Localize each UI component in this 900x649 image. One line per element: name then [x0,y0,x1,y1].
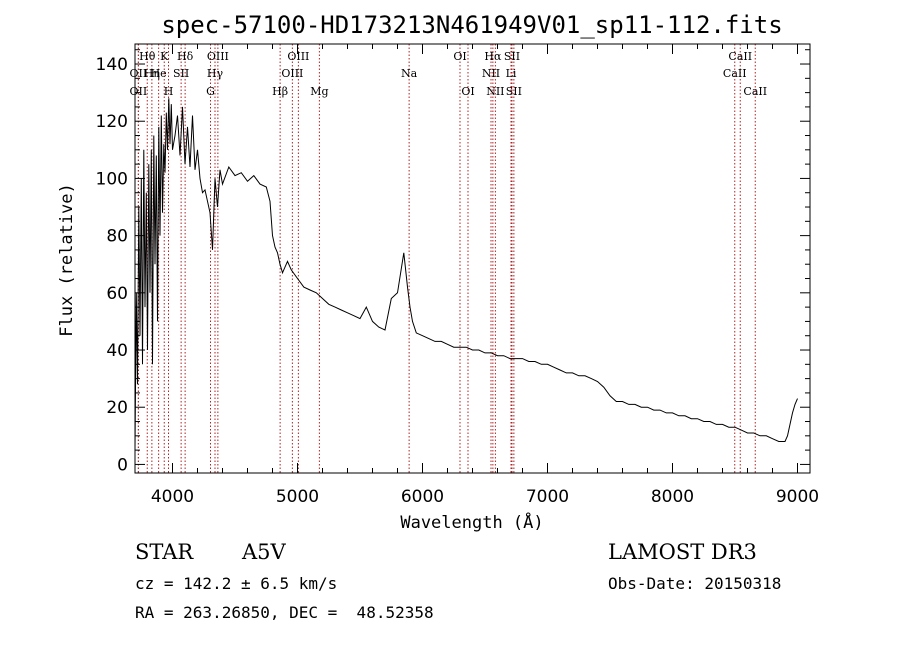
plot-frame [134,43,811,474]
y-tick-label: 40 [106,341,128,361]
spectral-line-label: Hβ [272,85,288,98]
x-tick-label: 6000 [401,487,444,507]
y-tick-label: 60 [106,284,128,304]
spectral-line-label: SII [504,50,520,63]
x-tick-label: 9000 [776,487,819,507]
object-subclass: A5V [242,540,286,564]
object-class: STAR [135,540,194,564]
axis-ticks: 4000 5000 6000 7000 8000 9000 0 20 40 60 80 100 120 1… [96,44,819,507]
y-tick-label: 120 [96,112,128,132]
spectral-line-label: Li [506,67,517,80]
spectral-line-label: NII [486,85,504,98]
spectral-line-label: Hθ [139,50,156,63]
survey-name: LAMOST DR3 [608,540,757,564]
x-tick-label: 8000 [651,487,694,507]
spectral-line-label: Mg [310,85,328,98]
spectral-line-label: OIII [281,67,303,80]
y-tick-label: 140 [96,55,128,75]
spectral-line-label: K [160,50,169,63]
spectral-line-label: OII [130,67,148,80]
spectral-line-label: Na [401,67,418,80]
spectral-line-label: Hγ [207,67,224,80]
spectral-line-label: CaII [743,85,767,98]
y-tick-label: 80 [106,227,128,247]
spectral-line-label: CaII [728,50,752,63]
spectral-line-label: SII [173,67,189,80]
y-tick-label: 0 [117,455,128,475]
x-tick-label: 7000 [526,487,569,507]
spectral-line-label: He [151,67,167,80]
spectral-line-label: OIII [207,50,229,63]
spectral-line-label: G [206,85,215,98]
spectral-line-label: OII [130,85,148,98]
spectral-line-label: H [164,85,174,98]
y-tick-label: 100 [96,169,128,189]
y-tick-label: 20 [106,398,128,418]
spectral-line-label: Hα [484,50,502,63]
spectral-line-label: Hδ [177,50,194,63]
spectral-line-label: OIII [287,50,309,63]
redshift-velocity: cz = 142.2 ± 6.5 km/s [135,574,338,593]
y-axis-label: Flux (relative) [57,183,77,337]
spectral-lines [137,44,756,473]
chart-title: spec-57100-HD173213N461949V01_sp11-112.f… [161,11,782,39]
x-axis-label: Wavelength (Å) [400,511,543,533]
spectral-line-label: CaII [723,67,747,80]
spectral-line-label: OI [453,50,466,63]
spectral-line-label: Hη [144,67,160,80]
spectral-line-label: SII [506,85,522,98]
flux-series-line [134,98,798,451]
observation-date: Obs-Date: 20150318 [608,574,782,593]
spectral-line-label: NII [482,67,500,80]
x-tick-label: 4000 [151,487,194,507]
spectral-line-label: OI [461,85,474,98]
x-tick-label: 5000 [276,487,319,507]
sky-coordinates: RA = 263.26850, DEC = 48.52358 [135,603,434,622]
